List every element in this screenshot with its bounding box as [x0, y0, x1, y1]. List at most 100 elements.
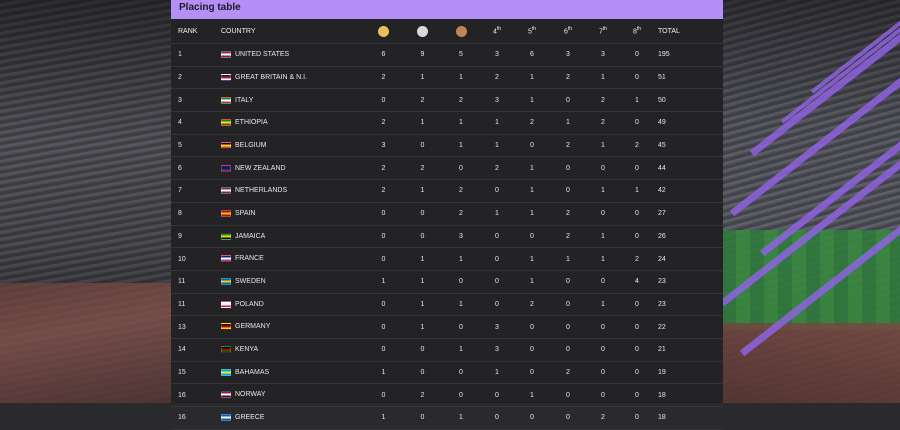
country-flag-icon [221, 119, 231, 127]
place-count-cell: 0 [403, 225, 442, 249]
rank-cell: 11 [171, 270, 221, 294]
place-count-cell: 1 [514, 88, 550, 113]
place-count-cell: 1 [442, 247, 480, 271]
country-cell[interactable]: UNITED STATES [221, 43, 364, 67]
country-name: GREAT BRITAIN & N.I. [235, 73, 307, 81]
place-count-cell: 2 [364, 66, 403, 90]
table-row: 11 POLAND 0 1 1 0 2 0 1 0 23 [171, 293, 723, 317]
total-cell: 19 [654, 361, 723, 385]
country-cell[interactable]: BELGIUM [221, 134, 364, 158]
total-cell: 24 [654, 247, 723, 271]
place-count-cell: 0 [480, 225, 514, 249]
rank-cell: 16 [171, 406, 221, 430]
place-count-cell: 2 [442, 202, 480, 226]
rank-cell: 3 [171, 88, 221, 113]
place-count-cell: 1 [403, 66, 442, 90]
table-row: 13 GERMANY 0 1 0 3 0 0 0 0 22 [171, 315, 723, 339]
header-rank: RANK [171, 19, 221, 44]
country-flag-icon [221, 232, 231, 240]
place-count-cell: 0 [586, 270, 620, 294]
place-count-cell: 1 [403, 315, 442, 339]
country-cell[interactable]: JAMAICA [221, 225, 364, 249]
country-cell[interactable]: SPAIN [221, 202, 364, 226]
running-track [0, 283, 172, 403]
place-count-cell: 1 [403, 270, 442, 294]
country-cell[interactable]: NEW ZEALAND [221, 156, 364, 181]
country-cell[interactable]: KENYA [221, 338, 364, 362]
country-name: NEW ZEALAND [235, 164, 286, 172]
country-name: FRANCE [235, 255, 264, 263]
country-cell[interactable]: GREAT BRITAIN & N.I. [221, 66, 364, 90]
place-count-cell: 0 [403, 134, 442, 158]
silver-medal-icon [417, 25, 428, 37]
place-count-cell: 0 [586, 315, 620, 339]
rank-cell: 15 [171, 361, 221, 385]
place-count-cell: 2 [550, 66, 586, 90]
country-cell[interactable]: BAHAMAS [221, 361, 364, 385]
place-count-cell: 1 [514, 270, 550, 294]
place-count-cell: 2 [403, 383, 442, 407]
place-count-cell: 3 [480, 43, 514, 67]
place-count-cell: 3 [364, 134, 403, 158]
place-count-cell: 0 [620, 111, 654, 135]
country-cell[interactable]: ETHIOPIA [221, 111, 364, 135]
place-count-cell: 3 [550, 43, 586, 67]
panel-title: Placing table [171, 0, 723, 19]
place-count-cell: 0 [480, 179, 514, 203]
country-name: BELGIUM [235, 141, 267, 149]
table-row: 4 ETHIOPIA 2 1 1 1 2 1 2 0 49 [171, 111, 723, 135]
placing-table-panel: Placing table RANK COUNTRY 4th 5th [171, 0, 723, 430]
place-count-cell: 2 [480, 66, 514, 90]
place-count-cell: 0 [514, 361, 550, 385]
place-count-cell: 2 [550, 202, 586, 226]
place-count-cell: 0 [514, 225, 550, 249]
table-row: 5 BELGIUM 3 0 1 1 0 2 1 2 45 [171, 134, 723, 158]
country-flag-icon [221, 391, 231, 399]
place-count-cell: 2 [620, 134, 654, 158]
place-count-cell: 0 [403, 202, 442, 226]
country-name: JAMAICA [235, 232, 266, 240]
place-count-cell: 1 [514, 156, 550, 181]
place-count-cell: 0 [620, 383, 654, 407]
place-count-cell: 1 [364, 406, 403, 430]
place-count-cell: 2 [403, 88, 442, 113]
total-cell: 50 [654, 88, 723, 113]
place-count-cell: 1 [586, 66, 620, 90]
total-cell: 45 [654, 134, 723, 158]
total-cell: 26 [654, 225, 723, 249]
place-count-cell: 2 [364, 111, 403, 135]
place-count-cell: 0 [480, 270, 514, 294]
place-count-cell: 1 [586, 293, 620, 317]
country-flag-icon [221, 414, 231, 422]
country-name: ITALY [235, 96, 254, 104]
country-cell[interactable]: NORWAY [221, 383, 364, 407]
place-count-cell: 1 [514, 179, 550, 203]
country-cell[interactable]: NETHERLANDS [221, 179, 364, 203]
place-count-cell: 0 [480, 247, 514, 271]
country-cell[interactable]: POLAND [221, 293, 364, 317]
place-count-cell: 0 [364, 202, 403, 226]
header-total: TOTAL [654, 19, 723, 44]
place-count-cell: 0 [364, 315, 403, 339]
table-row: 16 NORWAY 0 2 0 0 1 0 0 0 18 [171, 383, 723, 407]
place-count-cell: 1 [480, 202, 514, 226]
place-count-cell: 0 [442, 270, 480, 294]
header-bronze [442, 19, 480, 44]
country-name: GERMANY [235, 323, 271, 331]
country-cell[interactable]: SWEDEN [221, 270, 364, 294]
place-count-cell: 0 [364, 293, 403, 317]
place-count-cell: 2 [442, 88, 480, 113]
country-cell[interactable]: GERMANY [221, 315, 364, 339]
total-cell: 51 [654, 66, 723, 90]
place-count-cell: 2 [550, 134, 586, 158]
place-count-cell: 0 [442, 383, 480, 407]
header-country: COUNTRY [221, 19, 364, 44]
rank-cell: 1 [171, 43, 221, 67]
place-count-cell: 0 [620, 315, 654, 339]
country-cell[interactable]: ITALY [221, 88, 364, 113]
country-cell[interactable]: GREECE [221, 406, 364, 430]
place-count-cell: 2 [364, 179, 403, 203]
place-count-cell: 0 [550, 88, 586, 113]
place-count-cell: 1 [550, 247, 586, 271]
country-cell[interactable]: FRANCE [221, 247, 364, 271]
